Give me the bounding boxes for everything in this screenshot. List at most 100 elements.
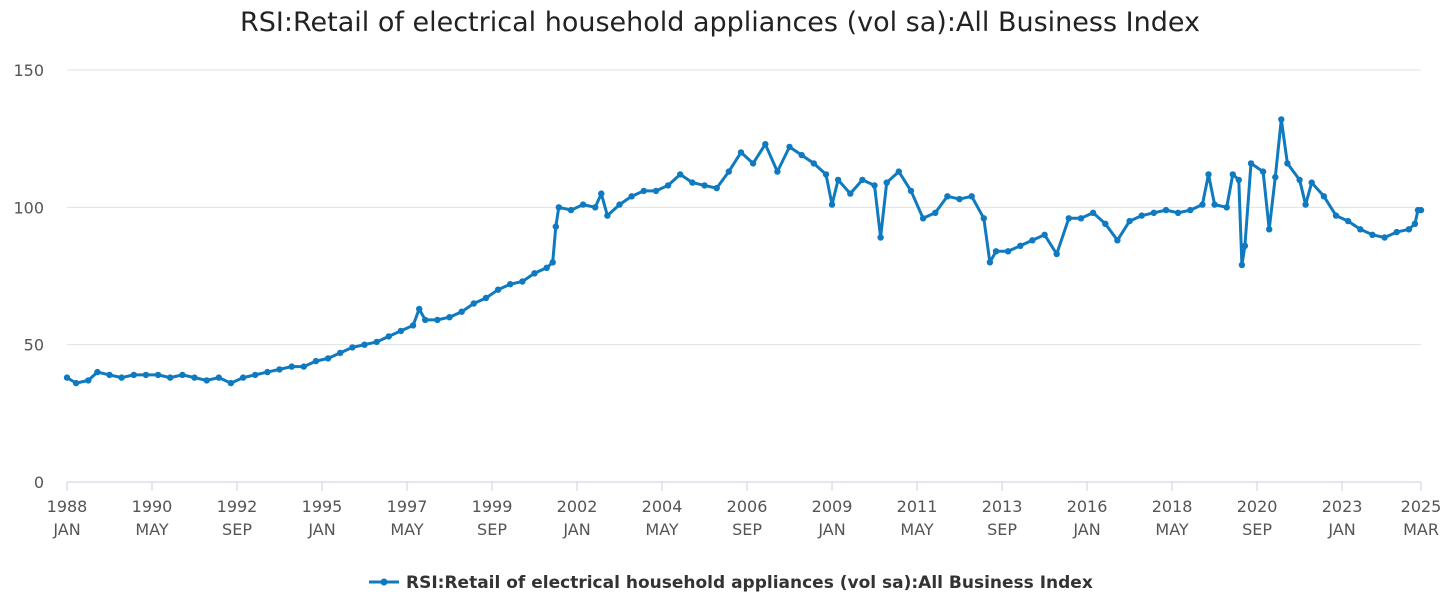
- data-point: [288, 363, 295, 370]
- legend-point-marker: [380, 578, 388, 586]
- data-point: [592, 204, 599, 211]
- data-point: [1138, 212, 1145, 219]
- data-point: [361, 341, 368, 348]
- data-point: [919, 215, 927, 222]
- x-tick-label-year: 1990: [132, 497, 173, 516]
- x-axis: 1988 JAN 1990 MAY 1992 SEP 1995 JAN 1997 MAY 1999 S…: [47, 481, 1440, 539]
- x-tick-label-month: SEP: [222, 520, 252, 539]
- data-point: [579, 201, 587, 208]
- data-point: [264, 368, 271, 376]
- x-tick-label-month: SEP: [477, 520, 507, 539]
- x-tick-label-year: 2025: [1401, 497, 1440, 516]
- data-point: [349, 344, 356, 351]
- data-point: [1126, 217, 1133, 225]
- x-tick-label-month: MAY: [1155, 520, 1189, 539]
- data-point: [1053, 250, 1060, 258]
- plot-area: [63, 116, 1425, 387]
- data-point: [434, 316, 441, 324]
- data-point: [227, 379, 235, 387]
- x-tick-label-month: MAY: [135, 520, 169, 539]
- data-point: [458, 308, 465, 315]
- data-point: [1344, 217, 1352, 225]
- data-point: [373, 338, 380, 346]
- data-point: [986, 259, 994, 266]
- x-tick-label-month: MAY: [900, 520, 934, 539]
- y-tick-label: 50: [24, 336, 44, 355]
- data-point: [167, 374, 174, 381]
- x-tick-label-month: JAN: [52, 520, 80, 539]
- data-point: [1411, 220, 1419, 227]
- data-point: [871, 182, 878, 189]
- series-line: [65, 117, 1423, 385]
- data-point: [749, 160, 757, 167]
- data-point: [239, 374, 247, 381]
- x-tick-label-year: 2016: [1067, 497, 1108, 516]
- data-point: [956, 195, 963, 203]
- data-point: [555, 204, 562, 211]
- data-point: [1089, 209, 1097, 216]
- x-tick-label-year: 1997: [387, 497, 428, 516]
- data-point: [324, 355, 332, 362]
- data-point: [834, 176, 842, 184]
- x-tick-label-month: JAN: [1327, 520, 1355, 539]
- data-point: [1004, 248, 1012, 255]
- data-point: [85, 377, 92, 384]
- x-tick-label-year: 1988: [47, 497, 88, 516]
- data-point: [1405, 226, 1413, 233]
- y-tick-label: 150: [13, 61, 44, 80]
- data-point: [628, 193, 635, 200]
- data-point: [883, 179, 890, 186]
- data-point: [968, 193, 975, 200]
- x-tick-label-year: 2002: [557, 497, 598, 516]
- data-point: [142, 371, 150, 379]
- data-point: [191, 374, 198, 381]
- data-point: [446, 314, 453, 321]
- data-point: [531, 270, 538, 277]
- data-point: [810, 160, 817, 167]
- data-point: [1077, 215, 1085, 222]
- legend-label: RSI:Retail of electrical household appli…: [406, 573, 1093, 593]
- y-tick-label: 100: [13, 198, 44, 217]
- data-point: [1102, 220, 1109, 227]
- data-point: [543, 264, 550, 271]
- data-point: [72, 379, 80, 387]
- data-point: [1114, 237, 1121, 244]
- data-point: [725, 168, 732, 175]
- data-point: [1238, 261, 1246, 269]
- x-tick-label-month: SEP: [987, 520, 1017, 539]
- data-point: [1229, 171, 1237, 178]
- data-point: [1211, 201, 1218, 208]
- x-tick-label-year: 2018: [1152, 497, 1193, 516]
- data-point: [822, 171, 830, 178]
- data-point: [552, 223, 559, 230]
- x-tick-label-year: 2004: [642, 497, 683, 516]
- x-tick-label-month: SEP: [1242, 520, 1272, 539]
- data-point: [877, 234, 884, 241]
- data-point: [1235, 176, 1243, 184]
- x-tick-label-year: 1995: [302, 497, 343, 516]
- data-point: [1308, 179, 1315, 186]
- data-point: [774, 168, 781, 175]
- data-point: [1150, 209, 1158, 216]
- x-tick-label-year: 2013: [982, 497, 1023, 516]
- data-point: [215, 374, 222, 381]
- data-point: [154, 371, 162, 379]
- data-point: [507, 281, 514, 288]
- data-point: [616, 201, 623, 208]
- data-point: [1187, 206, 1194, 214]
- data-point: [63, 374, 71, 381]
- data-point: [701, 182, 708, 189]
- legend[interactable]: RSI:Retail of electrical household appli…: [369, 573, 1093, 593]
- chart-title: RSI:Retail of electrical household appli…: [240, 7, 1200, 38]
- data-point: [598, 190, 605, 197]
- x-tick-label-month: MAY: [390, 520, 424, 539]
- data-point: [1205, 171, 1212, 178]
- data-point: [1357, 226, 1364, 233]
- data-point: [276, 366, 283, 373]
- data-point: [1041, 231, 1048, 238]
- gridlines: [67, 69, 1421, 346]
- data-point: [664, 182, 672, 189]
- data-point: [470, 300, 477, 307]
- x-tick-label-year: 2020: [1237, 497, 1278, 516]
- data-point: [895, 168, 902, 175]
